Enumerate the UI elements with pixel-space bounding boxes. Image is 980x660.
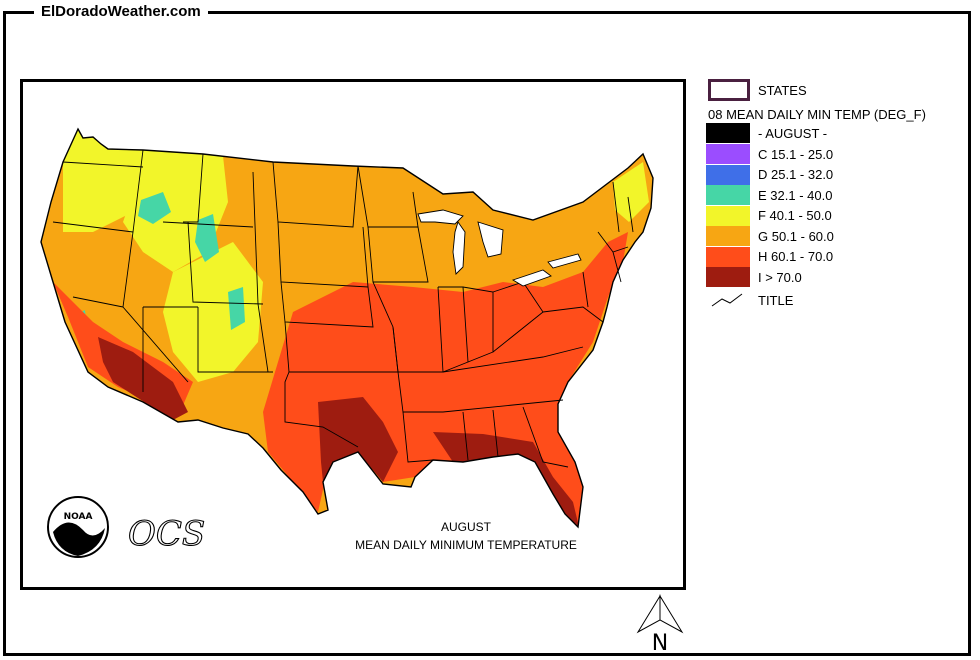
legend-class-row: E 32.1 - 40.0 (706, 185, 832, 205)
zone-e-sawtooth (138, 192, 171, 224)
legend-class-row: F 40.1 - 50.0 (706, 205, 832, 226)
legend-states-label: STATES (758, 82, 807, 98)
legend-states-row: STATES (706, 79, 807, 101)
states-swatch (708, 79, 750, 101)
zone-f-rockies (163, 242, 263, 382)
map-panel: NOAA OCS AUGUST MEAN DAILY MINIMUM TEMPE… (20, 79, 686, 590)
legend-heading: 08 MEAN DAILY MIN TEMP (DEG_F) (708, 106, 926, 122)
legend-class-row: C 15.1 - 25.0 (706, 144, 833, 164)
legend-title-label: TITLE (758, 292, 794, 308)
title-line-icon (711, 293, 743, 307)
legend-class-label: G 50.1 - 60.0 (758, 228, 834, 244)
legend-title-row: TITLE (706, 290, 793, 310)
legend-color-swatch (706, 185, 750, 205)
legend-month-label: - AUGUST - (758, 125, 828, 141)
legend-color-swatch (706, 267, 750, 287)
legend-class-label: I > 70.0 (758, 269, 802, 285)
noaa-logo: NOAA (47, 496, 109, 558)
great-lakes (417, 209, 582, 287)
legend-class-row: D 25.1 - 32.0 (706, 164, 834, 185)
zone-e-wyoming (195, 214, 219, 262)
legend-class-label: E 32.1 - 40.0 (758, 187, 833, 203)
legend-class-label: F 40.1 - 50.0 (758, 208, 832, 223)
legend-color-swatch (706, 226, 750, 246)
us-temperature-map: NOAA OCS AUGUST MEAN DAILY MINIMUM TEMPE… (40, 128, 654, 558)
svg-text:N: N (652, 631, 668, 656)
legend-class-row: I > 70.0 (706, 267, 802, 287)
legend-color-swatch (706, 246, 750, 267)
legend-swatch-month (706, 123, 750, 143)
north-arrow-icon: N (636, 594, 684, 656)
zone-e-colorado (228, 287, 245, 330)
legend-class-label: D 25.1 - 32.0 (758, 167, 834, 182)
legend-month-row: - AUGUST - (706, 123, 827, 143)
site-title: ElDoradoWeather.com (34, 2, 208, 22)
map-caption-title: MEAN DAILY MINIMUM TEMPERATURE (355, 538, 577, 552)
legend-color-swatch (706, 205, 750, 226)
ocs-logo: OCS (128, 514, 205, 554)
legend-class-label: H 60.1 - 70.0 (758, 249, 834, 264)
page-frame (3, 11, 971, 656)
legend-class-row: H 60.1 - 70.0 (706, 246, 834, 267)
svg-text:NOAA: NOAA (64, 512, 93, 522)
legend-class-label: C 15.1 - 25.0 (758, 146, 834, 162)
legend-color-swatch (706, 144, 750, 164)
zone-i-gulf-coast (433, 432, 579, 527)
legend-class-row: G 50.1 - 60.0 (706, 226, 834, 246)
zone-f-maine (613, 162, 649, 222)
state-borders (40, 128, 654, 528)
map-caption-month: AUGUST (441, 520, 492, 534)
legend-color-swatch (706, 164, 750, 185)
